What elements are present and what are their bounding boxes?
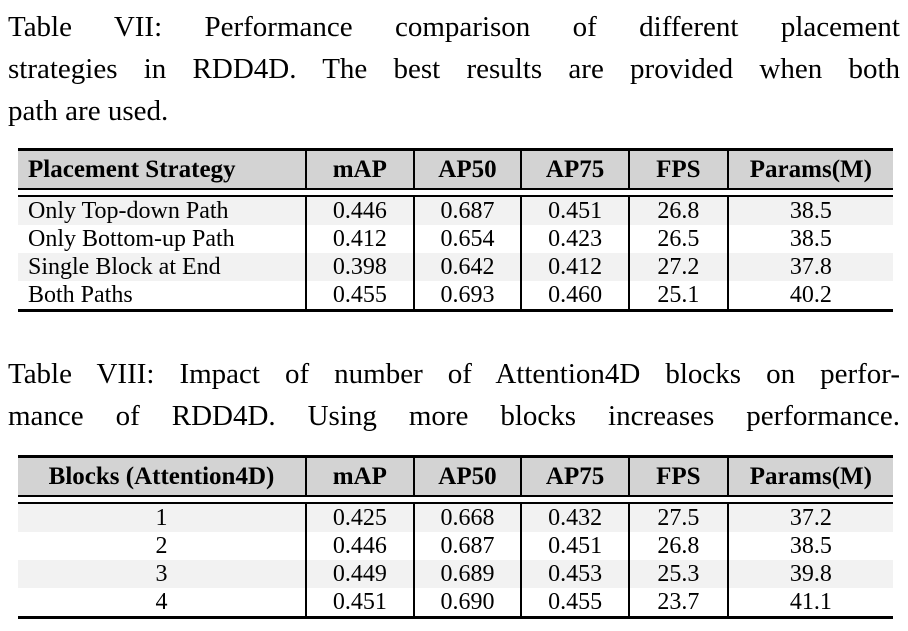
table-cell: 0.446 — [305, 197, 413, 225]
table-row: Only Bottom-up Path 0.412 0.654 0.423 26.5 38… — [18, 225, 893, 253]
table-cell: 0.412 — [520, 253, 628, 281]
table-cell: Only Top-down Path — [28, 197, 229, 224]
column-header: Params(M) — [726, 151, 893, 188]
table-cell: 0.451 — [305, 588, 413, 616]
column-header: Placement Strategy — [28, 155, 236, 183]
caption-line: Table VIII: Impact of number of Attentio… — [8, 358, 900, 390]
table-header-row: Blocks (Attention4D) mAP AP50 AP75 FPS Params… — [18, 458, 893, 497]
table-cell: 38.5 — [726, 197, 893, 225]
table-row: 2 0.446 0.687 0.451 26.8 38.5 — [18, 532, 893, 560]
caption-line: path are used. — [8, 95, 169, 127]
table-cell: 4 — [155, 588, 168, 615]
column-header: AP75 — [520, 151, 628, 188]
table-cell: 0.668 — [412, 504, 521, 532]
table-cell: 0.687 — [412, 532, 521, 560]
table-cell: 0.451 — [520, 532, 628, 560]
table-cell: 27.2 — [627, 253, 727, 281]
column-header: FPS — [627, 458, 727, 495]
table-cell: 0.690 — [412, 588, 521, 616]
column-header: AP75 — [520, 458, 628, 495]
table-cell: 1 — [155, 504, 168, 531]
table-cell: 0.432 — [520, 504, 628, 532]
table-cell: 0.423 — [520, 225, 628, 253]
table-row: 4 0.451 0.690 0.455 23.7 41.1 — [18, 588, 893, 616]
caption-line: Table VII: Performance comparison of dif… — [8, 11, 900, 43]
column-header: Params(M) — [726, 458, 893, 495]
table-cell: 27.5 — [627, 504, 727, 532]
table-cell: 0.446 — [305, 532, 413, 560]
table-row: Only Top-down Path 0.446 0.687 0.451 26.8 38.… — [18, 197, 893, 225]
table-cell: 0.642 — [412, 253, 521, 281]
table-cell: 0.398 — [305, 253, 413, 281]
table-row: Both Paths 0.455 0.693 0.460 25.1 40.2 — [18, 281, 893, 309]
table-cell: 26.5 — [627, 225, 727, 253]
table-cell: 23.7 — [627, 588, 727, 616]
table-cell: 0.654 — [412, 225, 521, 253]
table-cell: Only Bottom-up Path — [28, 225, 235, 252]
table-cell: 26.8 — [627, 532, 727, 560]
table-cell: 0.453 — [520, 560, 628, 588]
table-row: 3 0.449 0.689 0.453 25.3 39.8 — [18, 560, 893, 588]
table-cell: 0.460 — [520, 281, 628, 309]
table8-caption: Table VIII: Impact of number of Attentio… — [8, 353, 900, 437]
table-cell: 0.455 — [305, 281, 413, 309]
table-cell: Single Block at End — [28, 253, 221, 280]
table-placement-strategy: Placement Strategy mAP AP50 AP75 FPS Params(M… — [18, 148, 893, 312]
double-rule — [18, 497, 893, 504]
table-cell: 37.8 — [726, 253, 893, 281]
table-header-row: Placement Strategy mAP AP50 AP75 FPS Params(M… — [18, 151, 893, 190]
table-cell: 37.2 — [726, 504, 893, 532]
table-cell: 0.449 — [305, 560, 413, 588]
table-row: Single Block at End 0.398 0.642 0.412 27.2 37… — [18, 253, 893, 281]
column-header: mAP — [305, 151, 413, 188]
caption-line: mance of RDD4D. Using more blocks increa… — [8, 400, 900, 432]
column-header: mAP — [305, 458, 413, 495]
column-header: Blocks (Attention4D) — [48, 462, 275, 490]
table-row: 1 0.425 0.668 0.432 27.5 37.2 — [18, 504, 893, 532]
table-cell: 25.3 — [627, 560, 727, 588]
table-cell: 38.5 — [726, 532, 893, 560]
column-header: AP50 — [412, 458, 521, 495]
column-header: FPS — [627, 151, 727, 188]
table-cell: 3 — [155, 560, 168, 587]
table-cell: 0.455 — [520, 588, 628, 616]
table-cell: 0.687 — [412, 197, 521, 225]
table-cell: 0.425 — [305, 504, 413, 532]
table-cell: 26.8 — [627, 197, 727, 225]
table-cell: 0.693 — [412, 281, 521, 309]
caption-line: strategies in RDD4D. The best results ar… — [8, 53, 900, 85]
table-cell: 0.451 — [520, 197, 628, 225]
table-cell: 39.8 — [726, 560, 893, 588]
table7-caption: Table VII: Performance comparison of dif… — [8, 6, 900, 132]
double-rule — [18, 190, 893, 197]
table-cell: 0.412 — [305, 225, 413, 253]
table-attention4d-blocks: Blocks (Attention4D) mAP AP50 AP75 FPS Params… — [18, 455, 893, 619]
table-cell: Both Paths — [28, 281, 133, 308]
table-cell: 2 — [155, 532, 168, 559]
table-cell: 25.1 — [627, 281, 727, 309]
table-cell: 40.2 — [726, 281, 893, 309]
table-cell: 41.1 — [726, 588, 893, 616]
table-cell: 0.689 — [412, 560, 521, 588]
column-header: AP50 — [412, 151, 521, 188]
table-cell: 38.5 — [726, 225, 893, 253]
